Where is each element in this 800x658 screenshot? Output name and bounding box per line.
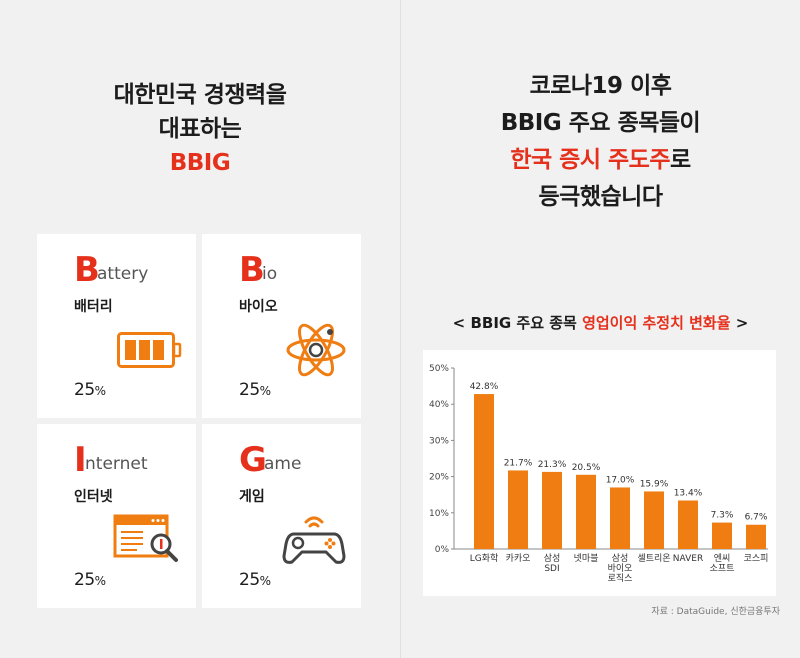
left-headline-line3: BBIG (169, 150, 231, 176)
category-label: 삼성 SDI (544, 553, 561, 574)
bar (712, 522, 732, 549)
card-game-percent: 25% (239, 570, 271, 590)
left-panel: 대한민국 경쟁력을 대표하는 BBIG B attery 배터리 25% B i… (0, 78, 400, 608)
category-label: 삼성 바이오 로직스 (608, 553, 633, 584)
left-headline: 대한민국 경쟁력을 대표하는 BBIG (0, 78, 400, 180)
y-tick-label: 50% (429, 364, 449, 374)
card-bio-percent: 25% (239, 380, 271, 400)
category-label-line: 삼성 (544, 553, 561, 564)
category-label: 엔씨 소프트 (710, 553, 735, 574)
category-label-line: 바이오 (608, 563, 633, 574)
right-headline-line3: 한국 증시 주도주로 (401, 142, 800, 179)
card-battery-percent: 25% (74, 380, 106, 400)
card-battery: B attery 배터리 25% (37, 234, 196, 418)
bar (576, 474, 596, 549)
chart-box: 0% 10% 20% 30% 40% 50% 42.8% LG화학 21.7% 카카오 21.3% 삼… (423, 350, 776, 596)
card-game: G ame 게임 25% (202, 424, 361, 608)
bar (542, 471, 562, 549)
y-tick-label: 40% (429, 400, 449, 410)
right-headline-line4: 등극했습니다 (538, 184, 663, 210)
category-label-line: 삼성 (612, 553, 629, 564)
y-tick-label: 0% (435, 545, 450, 555)
panel-divider (400, 0, 401, 658)
gamepad-icon (282, 516, 346, 564)
bar (678, 500, 698, 549)
category-label-line: 넷마블 (574, 553, 599, 564)
chart-title: < BBIG 주요 종목 영업이익 추정치 변화율 > (401, 312, 800, 333)
category-label: LG화학 (470, 553, 499, 564)
card-battery-korean: 배터리 (74, 299, 113, 315)
card-internet-korean: 인터넷 (74, 489, 113, 505)
right-headline-line2: BBIG 주요 종목들이 (500, 110, 701, 136)
right-headline: 코로나19 이후 BBIG 주요 종목들이 한국 증시 주도주로 등극했습니다 (401, 68, 800, 216)
card-internet: I nternet 인터넷 25% (37, 424, 196, 608)
right-headline-line3-tail: 로 (669, 147, 691, 173)
bar (746, 524, 766, 549)
category-label: 셀트리온 (637, 553, 670, 564)
card-internet-percent: 25% (74, 570, 106, 590)
chart-title-suffix: > (730, 314, 749, 332)
bar-value-label: 6.7% (745, 513, 768, 523)
bar (644, 491, 664, 549)
card-internet-initial: I (74, 440, 87, 480)
source-note: 자료 : DataGuide, 신한금융투자 (651, 607, 780, 617)
card-bio-initial: B (239, 250, 265, 290)
category-label-line: NAVER (673, 554, 703, 564)
bar (474, 394, 494, 549)
y-tick-label: 20% (429, 473, 449, 483)
right-headline-line1: 코로나19 이후 (529, 73, 672, 99)
chart-title-highlight: 영업이익 추정치 변화율 (582, 314, 731, 332)
category-label: NAVER (673, 554, 703, 564)
card-bio-korean: 바이오 (239, 299, 278, 315)
bar-value-label: 21.7% (504, 458, 533, 468)
browser-search-icon (113, 514, 178, 562)
card-bio-word: io (262, 264, 278, 284)
category-label-line: 소프트 (710, 563, 735, 574)
bar (610, 487, 630, 549)
category-label-line: 카카오 (506, 553, 531, 564)
category-label: 카카오 (506, 553, 531, 564)
card-battery-word: attery (97, 264, 149, 284)
bar-value-label: 17.0% (606, 475, 635, 485)
battery-icon (117, 332, 182, 368)
category-label-line: 로직스 (608, 573, 633, 584)
category-label: 코스피 (744, 553, 769, 564)
category-label-line: SDI (544, 564, 559, 574)
card-game-initial: G (239, 440, 267, 480)
category-label-line: 엔씨 (714, 553, 731, 564)
bar-value-label: 42.8% (470, 382, 499, 392)
left-headline-line1: 대한민국 경쟁력을 (113, 82, 287, 108)
bar-value-label: 20.5% (572, 463, 601, 473)
bar-value-label: 15.9% (640, 479, 669, 489)
bar-value-label: 7.3% (711, 511, 734, 521)
y-tick-label: 30% (429, 436, 449, 446)
card-game-korean: 게임 (239, 489, 265, 505)
atom-icon (286, 323, 346, 377)
left-headline-line2: 대표하는 (158, 116, 242, 142)
bar (508, 470, 528, 549)
card-internet-word: nternet (85, 454, 148, 474)
bar-chart: 0% 10% 20% 30% 40% 50% 42.8% LG화학 21.7% 카카오 21.3% 삼… (429, 364, 769, 584)
category-label-line: 코스피 (744, 553, 769, 564)
card-game-word: ame (264, 454, 302, 474)
card-battery-initial: B (74, 250, 100, 290)
chart-title-prefix: < BBIG 주요 종목 (452, 314, 583, 332)
right-headline-highlight: 한국 증시 주도주 (510, 147, 670, 173)
bar-value-label: 13.4% (674, 488, 703, 498)
bar-value-label: 21.3% (538, 460, 567, 470)
category-label-line: LG화학 (470, 553, 499, 564)
card-bio: B io 바이오 25% (202, 234, 361, 418)
category-label: 넷마블 (574, 553, 599, 564)
y-tick-label: 10% (429, 509, 449, 519)
category-label-line: 셀트리온 (637, 553, 670, 564)
